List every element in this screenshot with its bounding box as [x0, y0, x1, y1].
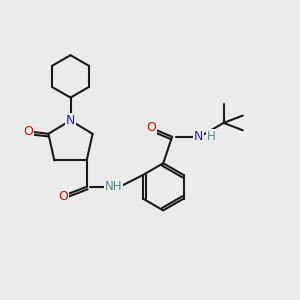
- Text: H: H: [207, 130, 215, 143]
- Text: O: O: [146, 121, 156, 134]
- Text: O: O: [23, 125, 33, 138]
- Text: N: N: [194, 130, 203, 143]
- Text: NH: NH: [104, 180, 122, 193]
- Text: N: N: [66, 114, 75, 127]
- Text: O: O: [58, 190, 68, 203]
